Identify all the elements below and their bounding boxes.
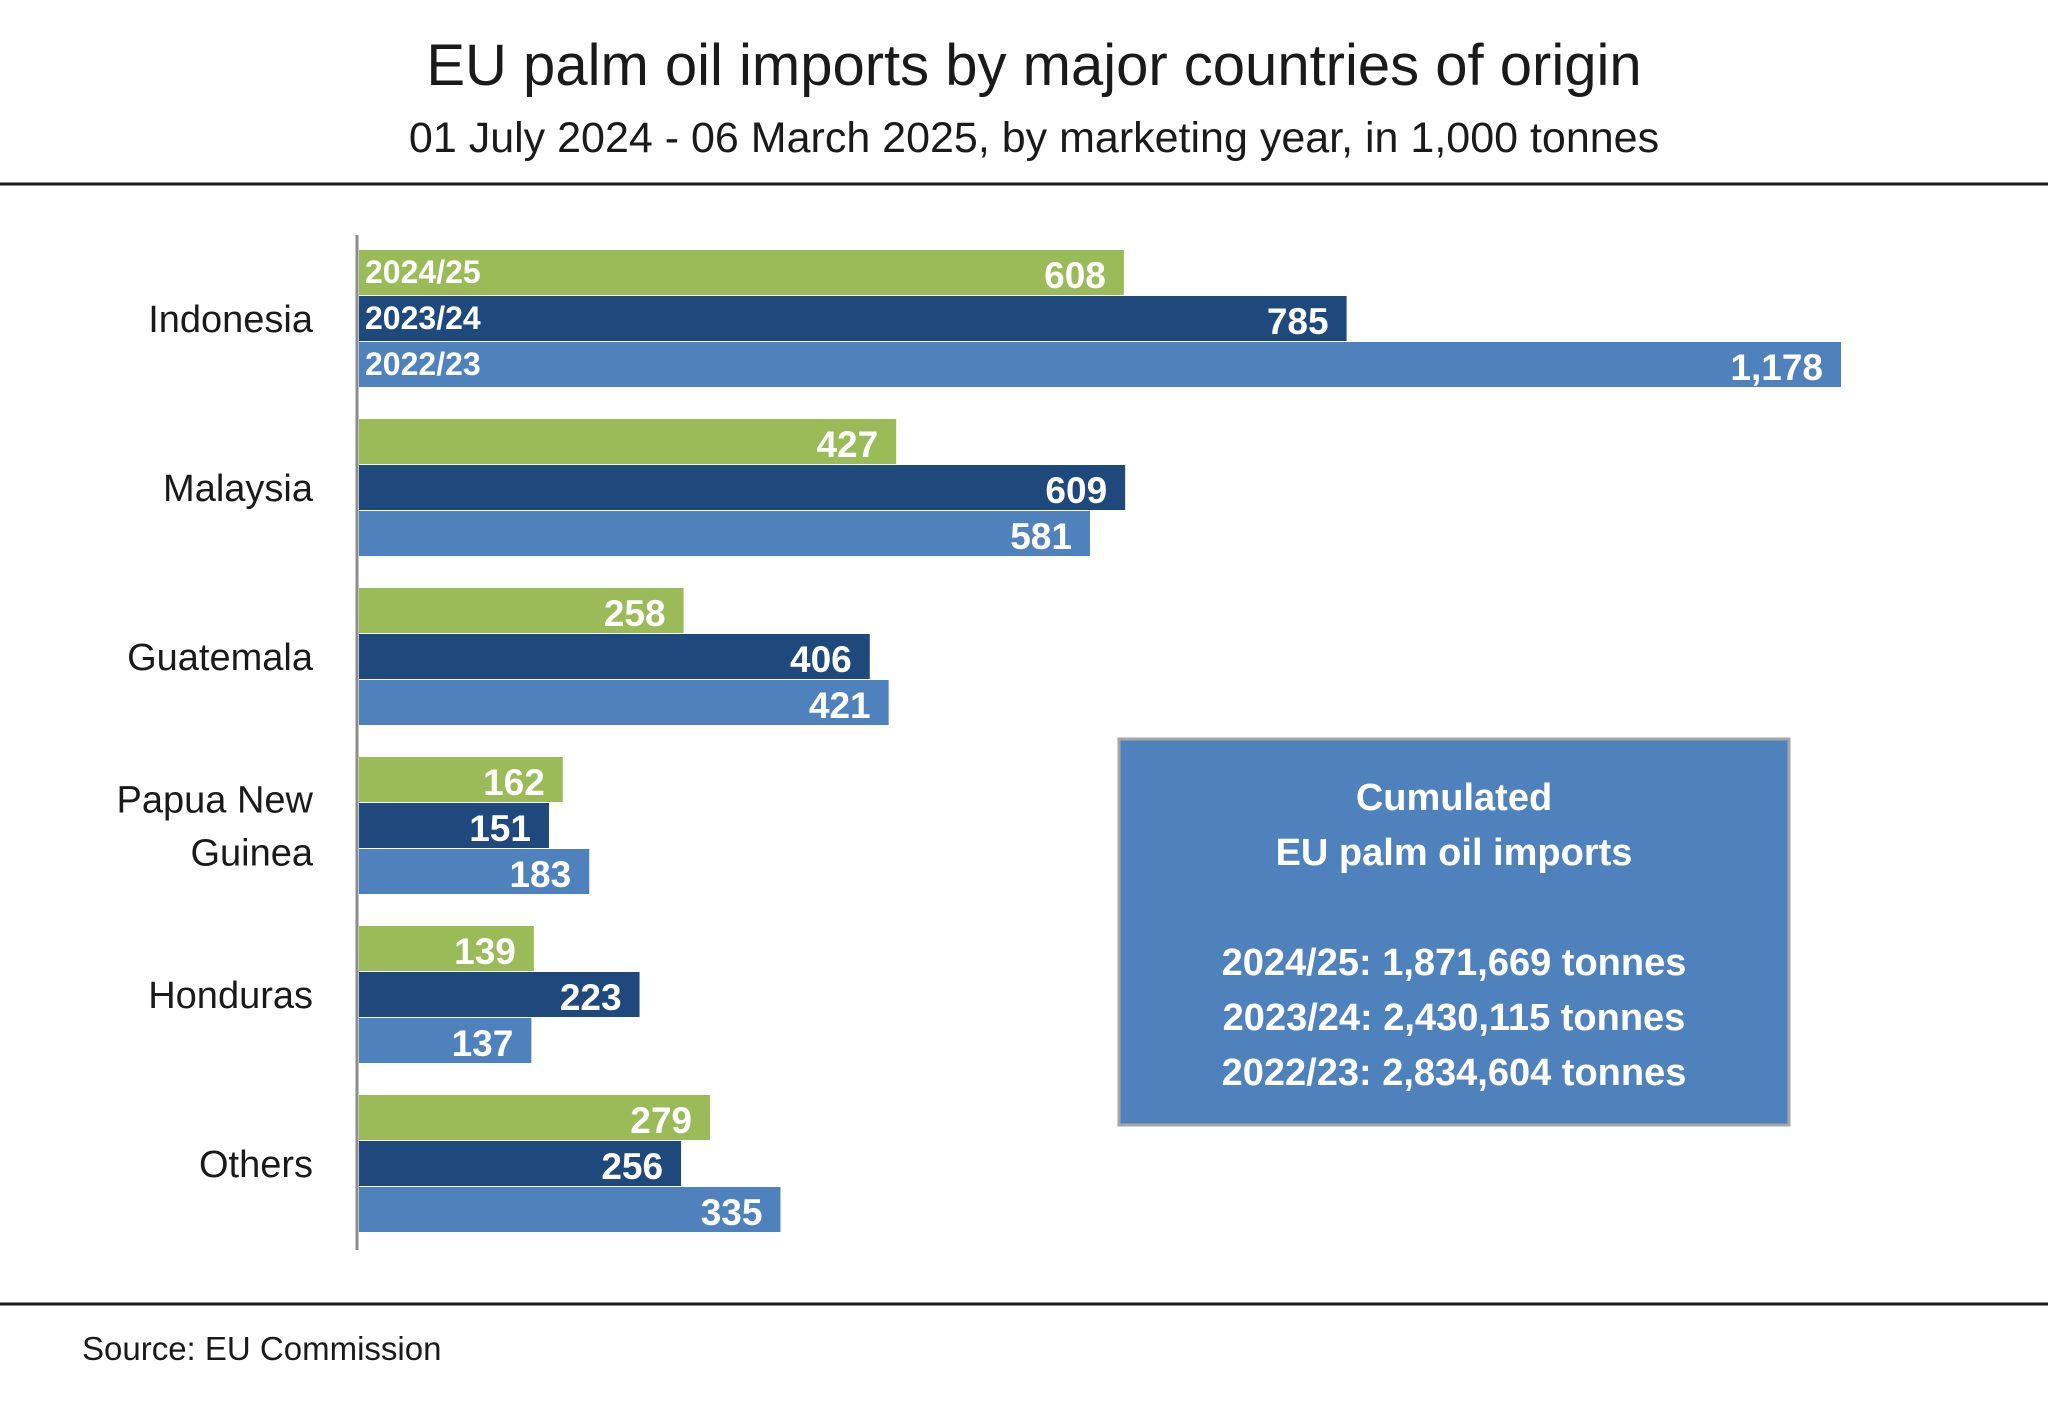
value-label: 406 [790,639,852,680]
value-label: 279 [630,1100,692,1141]
category-label: Honduras [148,975,313,1017]
value-label: 581 [1010,516,1072,557]
category-label: Guinea [190,833,313,875]
value-label: 256 [601,1146,663,1187]
bar [359,849,590,894]
bar [359,926,534,971]
cumulated-box-line: 2024/25: 1,871,669 tonnes [1222,942,1687,984]
cumulated-box-title: Cumulated [1356,777,1552,819]
bar [359,250,1124,295]
cumulated-box-bg [1117,737,1791,1127]
bar [359,465,1126,510]
value-label: 258 [604,593,666,634]
value-label: 427 [816,424,878,465]
value-label: 785 [1267,301,1329,342]
value-label: 608 [1044,255,1106,296]
value-label: 1,178 [1730,347,1823,388]
value-label: 162 [483,762,545,803]
chart-subtitle: 01 July 2024 - 06 March 2025, by marketi… [409,114,1659,162]
bar [359,1141,682,1186]
category-label: Guatemala [127,637,314,679]
bar [359,588,684,633]
value-label: 183 [509,854,571,895]
bar [359,803,549,848]
cumulated-box-line: 2023/24: 2,430,115 tonnes [1223,997,1686,1039]
value-label: 137 [452,1023,514,1064]
bar [359,757,563,802]
bar [359,419,897,464]
value-label: 335 [701,1192,763,1233]
bar [359,1187,781,1232]
bar [359,1018,532,1063]
bar [359,634,870,679]
bar [359,342,1841,387]
value-label: 151 [469,808,531,849]
cumulated-box: Cumulated EU palm oil imports 2024/25: 1,8… [1117,737,1791,1127]
series-label: 2022/23 [365,346,481,382]
category-label: Papua New [117,780,314,822]
bar [359,972,640,1017]
bar [359,511,1090,556]
series-label: 2024/25 [365,254,481,290]
bars-layer: Indonesia 608 2024/25 785 2023/24 1,178 2022/2… [117,250,1841,1233]
value-label: 139 [454,931,516,972]
value-label: 609 [1045,470,1107,511]
bar [359,1095,710,1140]
source-note: Source: EU Commission [82,1330,441,1367]
category-label: Others [199,1144,313,1186]
value-label: 421 [809,685,871,726]
series-label: 2023/24 [365,300,481,336]
chart-title: EU palm oil imports by major countries o… [426,33,1641,98]
category-label: Indonesia [148,299,314,341]
value-label: 223 [560,977,622,1018]
cumulated-box-line: 2022/23: 2,834,604 tonnes [1222,1052,1687,1094]
cumulated-box-title: EU palm oil imports [1276,832,1633,874]
bar [359,296,1347,341]
category-label: Malaysia [163,468,314,510]
bar [359,680,889,725]
